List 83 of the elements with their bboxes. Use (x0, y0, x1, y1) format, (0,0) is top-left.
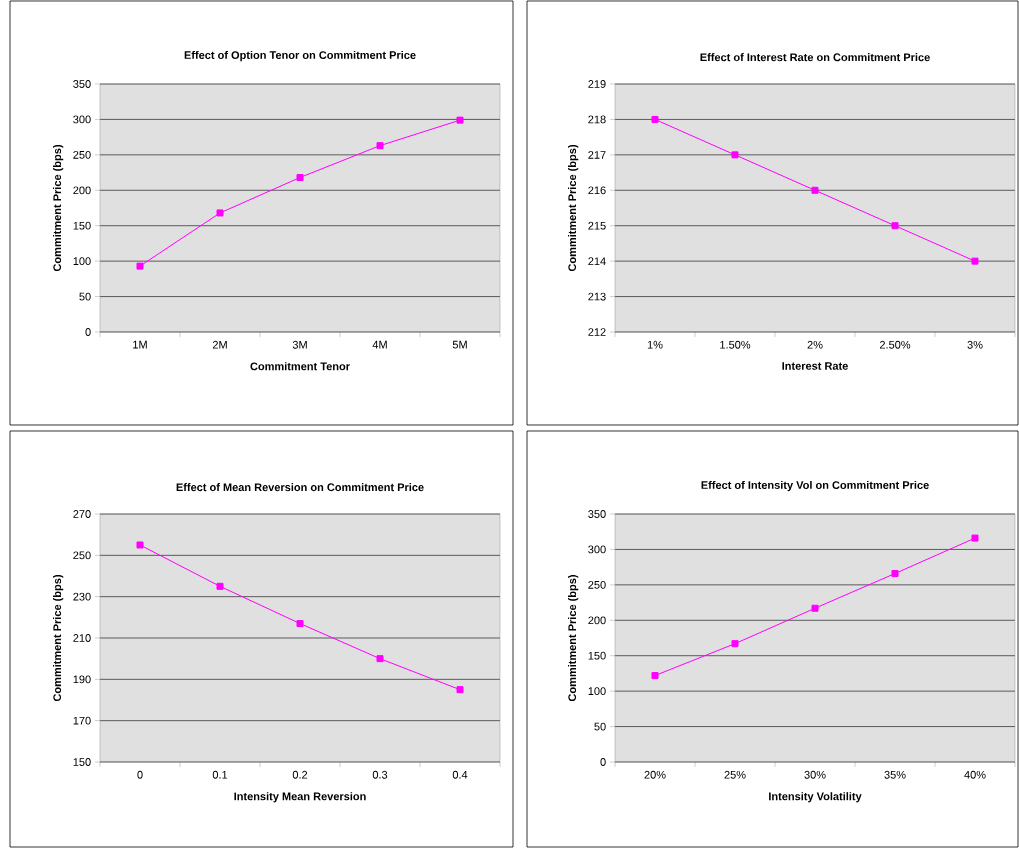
x-tick-label: 35% (884, 770, 906, 779)
y-axis-title: Commitment Price (bps) (53, 575, 64, 702)
x-tick-label: 0.2 (292, 770, 308, 779)
point (731, 640, 739, 648)
point (891, 222, 899, 230)
x-tick-label: 3M (292, 340, 307, 349)
x-axis-title: Intensity Mean Reversion (234, 792, 366, 803)
y-tick-label: 100 (588, 687, 606, 696)
x-tick-label: 1% (647, 340, 663, 349)
point (811, 604, 819, 612)
y-axis-title: Commitment Price (bps) (53, 145, 64, 272)
point (376, 142, 384, 150)
point (376, 655, 384, 663)
y-tick-label: 200 (588, 616, 606, 625)
point (136, 541, 144, 549)
x-tick-label: 2% (807, 340, 823, 349)
x-axis-title: Interest Rate (782, 362, 848, 370)
y-tick-label: 50 (79, 292, 91, 301)
x-tick-label: 1.50% (720, 340, 751, 349)
x-tick-label: 2.50% (879, 340, 911, 349)
x-tick-label: 25% (724, 770, 746, 779)
y-tick-label: 219 (588, 80, 606, 88)
x-tick-label: 2M (212, 340, 227, 349)
x-tick-label: 3% (967, 340, 983, 349)
x-tick-label: 30% (804, 770, 826, 779)
y-tick-label: 150 (588, 651, 606, 660)
y-axis-title: Commitment Price (bps) (568, 575, 579, 702)
point (216, 582, 224, 590)
y-tick-label: 213 (588, 292, 606, 301)
y-tick-label: 0 (85, 328, 91, 336)
y-tick-label: 250 (73, 150, 91, 159)
y-tick-label: 250 (73, 551, 91, 560)
y-tick-label: 270 (73, 510, 91, 518)
point (811, 186, 819, 194)
y-tick-label: 212 (588, 328, 606, 336)
y-tick-label: 300 (73, 115, 91, 124)
point (296, 174, 304, 182)
point (136, 262, 144, 270)
y-tick-label: 250 (588, 580, 606, 589)
y-tick-label: 350 (588, 510, 606, 518)
point (891, 570, 899, 578)
chart-title: Effect of Intensity Vol on Commitment Price (701, 480, 929, 492)
x-tick-label: 0.4 (452, 770, 468, 779)
point (971, 534, 979, 542)
x-tick-label: 1M (133, 340, 147, 349)
y-tick-label: 350 (73, 80, 91, 88)
x-axis-title: Commitment Tenor (250, 362, 350, 371)
x-tick-label: 20% (644, 770, 666, 779)
point (651, 672, 659, 680)
y-tick-label: 210 (73, 634, 91, 642)
point (296, 620, 304, 628)
x-tick-label: 0.1 (212, 770, 228, 779)
x-tick-label: 5M (452, 340, 467, 349)
y-tick-label: 190 (73, 675, 91, 684)
x-axis-title: Intensity Volatility (769, 792, 862, 803)
y-tick-label: 170 (73, 716, 91, 725)
y-tick-label: 100 (73, 257, 91, 266)
y-tick-label: 217 (588, 151, 606, 159)
y-tick-label: 218 (588, 115, 606, 124)
x-tick-label: 40% (964, 770, 986, 779)
y-tick-label: 214 (588, 257, 606, 265)
x-tick-label: 0 (137, 770, 143, 779)
x-tick-label: 4M (372, 340, 387, 349)
y-tick-label: 0 (600, 758, 606, 766)
y-tick-label: 230 (73, 592, 91, 601)
chart-title: Effect of Interest Rate on Commitment Price (700, 53, 930, 62)
x-tick-label: 0.3 (372, 770, 388, 779)
y-tick-label: 300 (588, 545, 606, 554)
y-axis-title: Commitment Price (bps) (568, 145, 579, 272)
y-tick-label: 200 (73, 186, 91, 195)
y-tick-label: 215 (588, 221, 606, 230)
point (456, 116, 464, 124)
y-tick-label: 50 (594, 722, 606, 731)
y-tick-label: 150 (73, 221, 91, 230)
point (731, 151, 739, 159)
chart-title: Effect of Option Tenor on Commitment Price (184, 50, 416, 62)
y-tick-label: 150 (73, 758, 91, 766)
point (651, 115, 659, 123)
point (216, 209, 224, 217)
y-tick-label: 216 (588, 186, 606, 195)
point (971, 257, 979, 265)
chart-title: Effect of Mean Reversion on Commitment Price (176, 483, 424, 492)
point (456, 686, 464, 694)
